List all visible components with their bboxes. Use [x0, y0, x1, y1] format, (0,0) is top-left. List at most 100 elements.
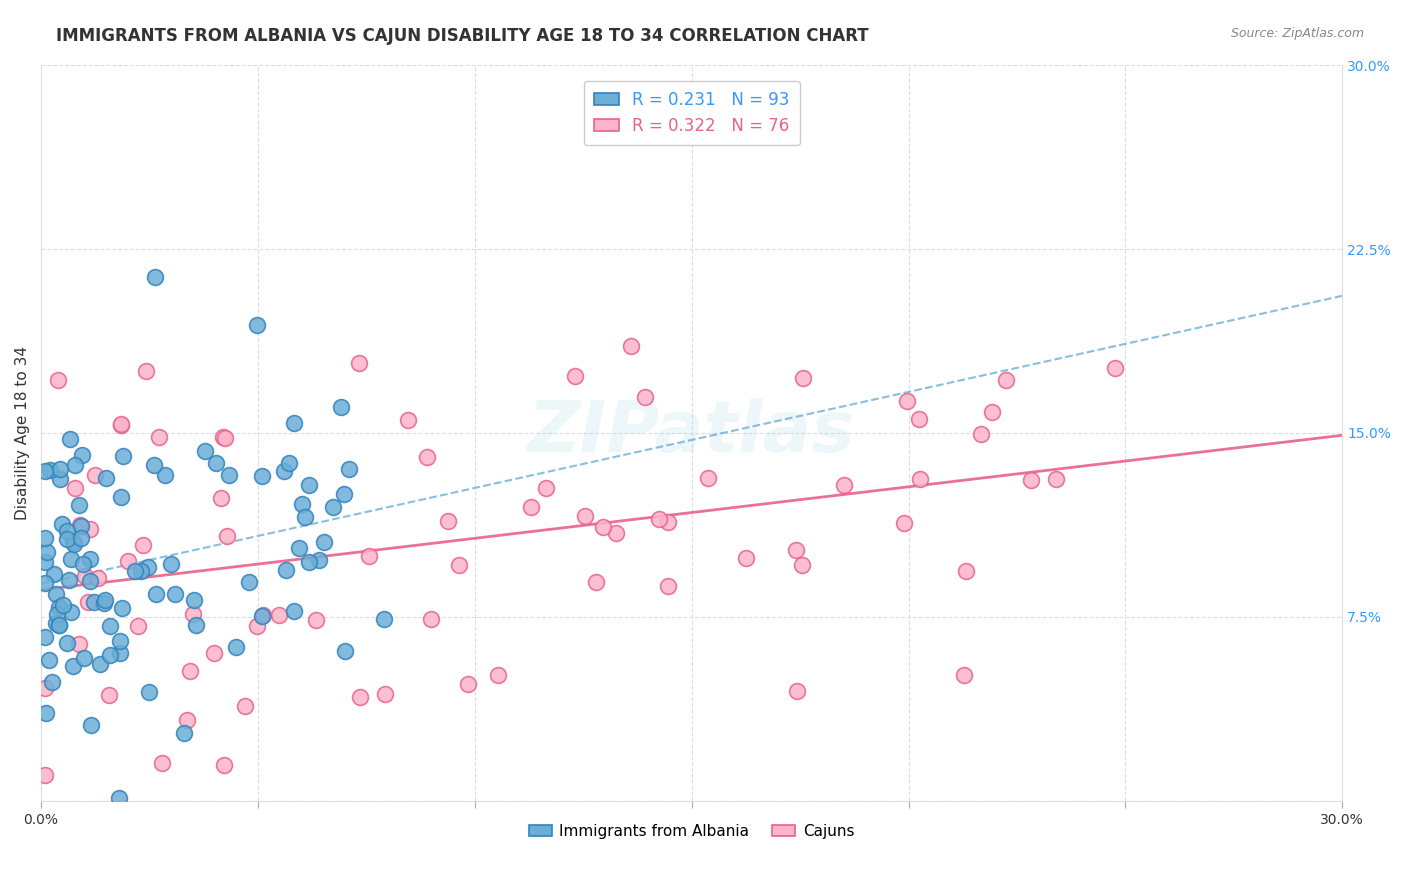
Point [786, 683, 808, 698]
Point [138, 684, 160, 698]
Point [333, 487, 356, 501]
Text: IMMIGRANTS FROM ALBANIA VS CAJUN DISABILITY AGE 18 TO 34 CORRELATION CHART: IMMIGRANTS FROM ALBANIA VS CAJUN DISABIL… [56, 27, 869, 45]
Point [48, 617, 70, 632]
Point [235, 699, 257, 714]
Point [45, 587, 67, 601]
Point [77, 595, 100, 609]
Point [970, 427, 993, 442]
Legend: Immigrants from Albania, Cajuns: Immigrants from Albania, Cajuns [523, 818, 860, 845]
Point [349, 690, 371, 704]
Point [486, 667, 509, 681]
Point [907, 412, 929, 426]
Point [62, 535, 84, 549]
Point [215, 528, 238, 542]
Point [322, 500, 344, 515]
Point [163, 587, 186, 601]
Point [1104, 360, 1126, 375]
Point [620, 338, 643, 352]
Point [238, 575, 260, 590]
Point [69, 518, 91, 533]
Point [62, 537, 84, 551]
Point [212, 758, 235, 772]
Point [117, 554, 139, 568]
Point [63, 481, 86, 495]
Point [142, 458, 165, 472]
Point [110, 417, 132, 432]
Point [98, 688, 121, 702]
Point [56, 636, 79, 650]
Point [124, 564, 146, 578]
Point [519, 500, 541, 515]
Point [148, 430, 170, 444]
Point [373, 612, 395, 626]
Point [657, 578, 679, 592]
Point [34, 555, 56, 569]
Point [87, 570, 110, 584]
Point [93, 596, 115, 610]
Point [34, 681, 56, 696]
Point [136, 559, 159, 574]
Point [49, 462, 72, 476]
Point [143, 269, 166, 284]
Point [697, 471, 720, 485]
Point [46, 607, 69, 621]
Point [305, 613, 328, 627]
Point [75, 568, 97, 582]
Point [79, 522, 101, 536]
Point [202, 646, 225, 660]
Point [112, 449, 135, 463]
Point [252, 609, 274, 624]
Point [246, 618, 269, 632]
Point [108, 634, 131, 648]
Point [89, 657, 111, 672]
Point [981, 405, 1004, 419]
Point [252, 608, 274, 623]
Point [34, 464, 56, 478]
Point [44, 567, 66, 582]
Point [132, 538, 155, 552]
Point [67, 498, 90, 512]
Point [108, 791, 131, 805]
Point [308, 553, 330, 567]
Point [56, 532, 79, 546]
Point [349, 356, 371, 370]
Point [51, 516, 73, 531]
Point [955, 564, 977, 578]
Point [70, 531, 93, 545]
Point [288, 541, 311, 555]
Point [181, 607, 204, 622]
Point [45, 616, 67, 631]
Point [58, 573, 80, 587]
Point [38, 652, 60, 666]
Point [374, 687, 396, 701]
Point [785, 543, 807, 558]
Point [98, 619, 121, 633]
Point [194, 443, 217, 458]
Point [59, 551, 82, 566]
Point [218, 467, 240, 482]
Point [648, 512, 671, 526]
Point [995, 373, 1018, 387]
Point [1021, 473, 1043, 487]
Point [41, 675, 63, 690]
Point [276, 563, 298, 577]
Y-axis label: Disability Age 18 to 34: Disability Age 18 to 34 [15, 346, 30, 520]
Point [534, 481, 557, 495]
Point [634, 391, 657, 405]
Point [792, 558, 814, 572]
Point [908, 472, 931, 486]
Point [337, 462, 360, 476]
Point [893, 516, 915, 531]
Point [294, 510, 316, 524]
Point [437, 514, 460, 528]
Point [34, 631, 56, 645]
Point [73, 651, 96, 665]
Point [67, 637, 90, 651]
Point [35, 706, 58, 720]
Point [298, 478, 321, 492]
Point [214, 432, 236, 446]
Point [333, 644, 356, 658]
Point [592, 520, 614, 534]
Point [127, 619, 149, 633]
Point [65, 458, 87, 473]
